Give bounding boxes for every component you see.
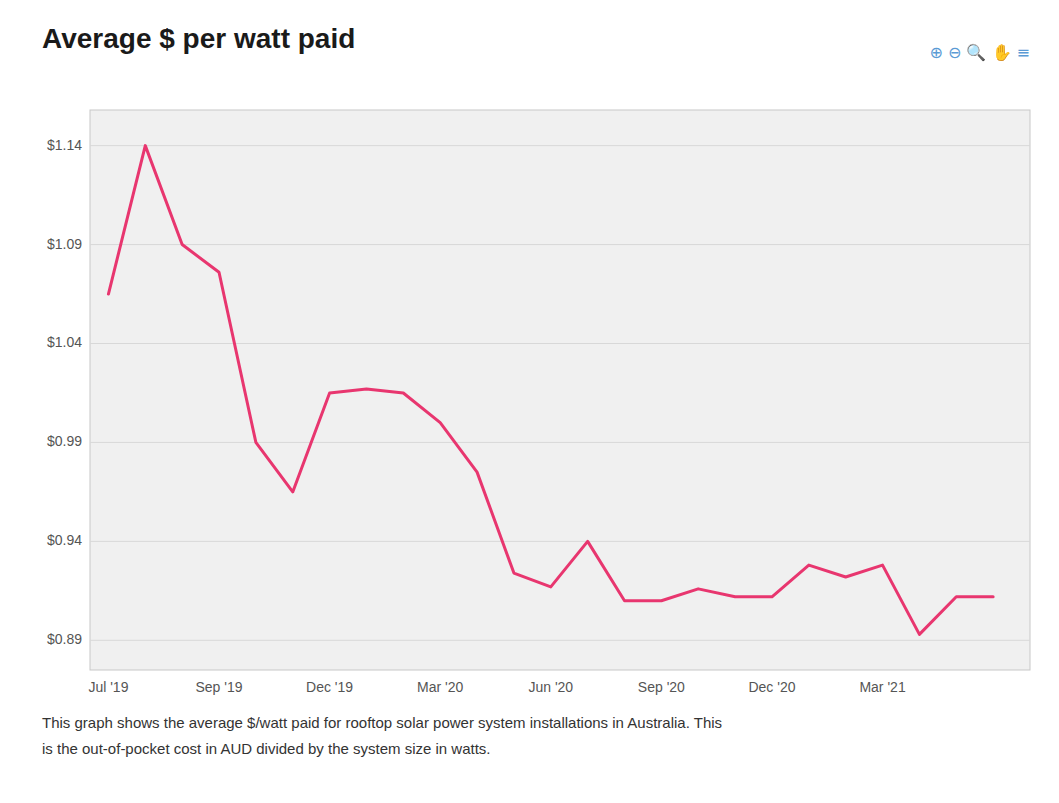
grid-line	[90, 541, 1030, 542]
x-tick-label: Jun '20	[528, 679, 573, 695]
y-tick-label: $1.09	[47, 236, 82, 252]
y-tick-label: $0.99	[47, 433, 82, 449]
title: Average $ per watt paid	[42, 23, 355, 54]
y-grid	[90, 146, 1030, 641]
x-tick-label: Sep '20	[638, 679, 685, 695]
y-tick-label: $0.94	[47, 532, 82, 548]
series-group	[108, 146, 993, 635]
grid-line	[90, 145, 1030, 146]
caption: This graph shows the average $/watt paid…	[42, 714, 722, 731]
x-tick-label: Dec '20	[748, 679, 795, 695]
x-tick-label: Sep '19	[195, 679, 242, 695]
grid-line	[90, 442, 1030, 443]
caption: is the out-of-pocket cost in AUD divided…	[42, 740, 491, 757]
x-tick-label: Dec '19	[306, 679, 353, 695]
x-tick-label: Mar '21	[859, 679, 905, 695]
x-tick-label: Jul '19	[88, 679, 128, 695]
grid-line	[90, 244, 1030, 245]
y-tick-label: $1.14	[47, 137, 82, 153]
line	[108, 146, 993, 635]
chart: Average $ per watt paid ⊕ ⊖ 🔍 ✋️ ≡ $0.89 $0…	[0, 0, 1059, 803]
grid-line	[90, 640, 1030, 641]
grid-line	[90, 343, 1030, 344]
plot-area	[90, 110, 1030, 670]
x-tick-label: Mar '20	[417, 679, 463, 695]
y-tick-label: $0.89	[47, 631, 82, 647]
toolbar: ⊕ ⊖ 🔍 ✋️ ≡	[929, 42, 1030, 62]
y-tick-label: $1.04	[47, 334, 82, 350]
